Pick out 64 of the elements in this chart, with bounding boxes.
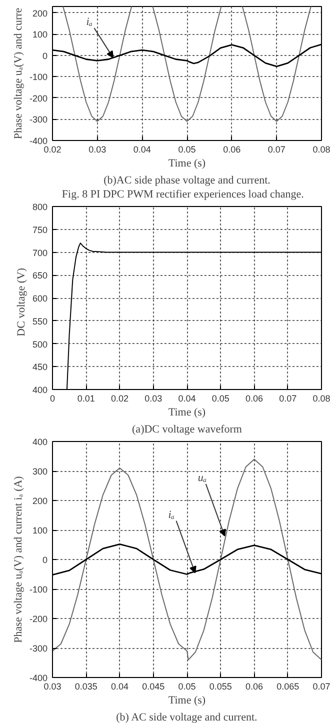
y-tick-label: -400 — [29, 136, 48, 146]
x-tick-label: 0.05 — [212, 394, 230, 404]
line-series — [52, 458, 322, 660]
y-tick-label: 0 — [42, 555, 48, 565]
x-tick-label: 0.04 — [178, 394, 196, 404]
y-tick-label: 500 — [32, 339, 48, 350]
x-tick-label: 0 — [50, 394, 56, 404]
x-tick-label: 0.07 — [268, 144, 286, 154]
y-tick-label: -100 — [29, 72, 48, 82]
y-axis-title: DC voltage (V) — [15, 268, 28, 336]
x-tick-label: 0.055 — [209, 682, 232, 692]
x-axis-title: Time (s) — [168, 694, 206, 706]
x-axis-title: Time (s) — [168, 158, 206, 170]
x-axis-title: Time (s) — [168, 406, 206, 418]
y-tick-label: 450 — [32, 362, 48, 372]
y-axis-title: Phase voltage uₐ(V) and curre — [12, 8, 24, 140]
y-tick-label: 200 — [32, 8, 48, 18]
y-tick-label: 100 — [32, 30, 48, 40]
y-tick-label: 0 — [42, 50, 48, 61]
y-tick-label: 600 — [32, 294, 48, 304]
annotation: iₐ — [168, 508, 175, 521]
x-tick-label: 0.06 — [245, 682, 264, 692]
x-tick-label: 0.04 — [110, 682, 129, 692]
text: (b)AC side phase voltage and current. — [104, 174, 271, 186]
y-tick-label: -200 — [29, 93, 48, 104]
annotation: uₐ — [198, 472, 207, 484]
x-tick-label: 0.045 — [142, 682, 165, 692]
x-tick-label: 0.08 — [312, 144, 330, 154]
x-tick-label: 0.08 — [312, 394, 330, 404]
y-tick-label: -200 — [29, 614, 48, 624]
x-tick-label: 0.05 — [178, 144, 196, 154]
x-tick-label: 0.04 — [133, 144, 151, 154]
y-tick-label: 700 — [32, 248, 48, 258]
x-tick-label: 0.01 — [77, 394, 95, 404]
y-tick-label: 400 — [32, 437, 48, 447]
y-tick-label: -300 — [29, 644, 48, 654]
x-tick-label: 0.035 — [74, 682, 98, 692]
annotation: iₐ — [86, 16, 92, 28]
x-tick-label: 0.065 — [276, 682, 300, 692]
y-tick-label: -300 — [29, 114, 48, 125]
text: (b) AC side voltage and current. — [116, 712, 258, 723]
y-tick-label: -400 — [29, 673, 48, 683]
y-axis-title: Phase voltage uₐ(V) and current iₐ (A) — [12, 476, 24, 643]
x-tick-label: 0.03 — [144, 394, 162, 404]
y-tick-label: 200 — [32, 496, 48, 506]
x-tick-label: 0.06 — [245, 394, 264, 404]
x-tick-label: 0.06 — [223, 144, 241, 154]
x-tick-label: 0.05 — [178, 682, 196, 692]
x-tick-label: 0.07 — [312, 682, 330, 692]
x-tick-label: 0.03 — [44, 682, 62, 692]
y-tick-label: 800 — [32, 202, 48, 212]
y-tick-label: 550 — [32, 316, 48, 326]
text: (a)DC voltage waveform — [132, 424, 242, 436]
caption: Fig. 8 PI DPC PWM rectifier experiences load change. — [62, 188, 304, 200]
y-tick-label: 650 — [32, 270, 48, 281]
x-tick-label: 0.02 — [44, 144, 62, 154]
x-tick-label: 0.02 — [110, 394, 129, 404]
y-tick-label: 400 — [32, 385, 48, 395]
y-tick-label: 300 — [32, 466, 48, 476]
x-tick-label: 0.07 — [279, 394, 297, 404]
x-tick-label: 0.03 — [88, 144, 106, 154]
y-tick-label: -100 — [29, 584, 48, 594]
y-tick-label: 100 — [32, 526, 48, 536]
y-tick-label: 750 — [32, 224, 48, 235]
